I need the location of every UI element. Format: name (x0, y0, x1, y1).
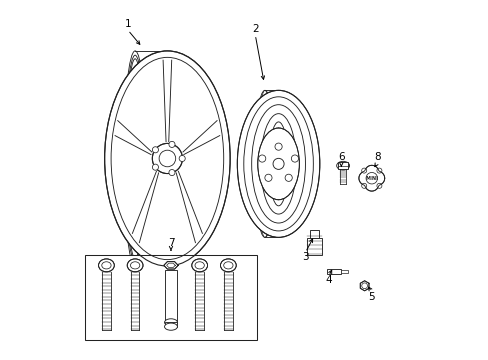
Ellipse shape (179, 156, 185, 162)
Ellipse shape (99, 259, 114, 272)
Bar (340, 270, 347, 273)
Ellipse shape (164, 323, 177, 330)
Polygon shape (163, 262, 178, 269)
Ellipse shape (152, 164, 158, 170)
Ellipse shape (361, 283, 367, 289)
Ellipse shape (376, 183, 381, 188)
FancyBboxPatch shape (337, 162, 347, 169)
Ellipse shape (152, 147, 158, 153)
Ellipse shape (257, 128, 299, 200)
Ellipse shape (264, 174, 271, 181)
Bar (306, 238, 321, 255)
Ellipse shape (336, 161, 349, 170)
Text: 2: 2 (251, 24, 258, 35)
Text: MINI: MINI (365, 176, 378, 181)
Ellipse shape (168, 170, 175, 176)
Text: 7: 7 (167, 238, 174, 248)
Ellipse shape (104, 51, 230, 266)
Text: 1: 1 (124, 19, 131, 29)
Ellipse shape (152, 143, 182, 174)
Text: 4: 4 (325, 275, 331, 285)
Text: 3: 3 (302, 252, 308, 262)
Text: 5: 5 (368, 292, 374, 302)
Bar (309, 230, 318, 238)
Text: 8: 8 (373, 152, 380, 162)
Polygon shape (360, 281, 368, 291)
Ellipse shape (258, 155, 265, 162)
Ellipse shape (274, 143, 282, 150)
Ellipse shape (127, 259, 142, 272)
Bar (164, 270, 177, 322)
Ellipse shape (285, 174, 292, 181)
Text: 6: 6 (337, 152, 344, 162)
Ellipse shape (366, 172, 377, 184)
Bar (164, 321, 177, 327)
Ellipse shape (191, 259, 207, 272)
Ellipse shape (361, 168, 366, 173)
Ellipse shape (237, 90, 319, 237)
Bar (85, 255, 257, 339)
Ellipse shape (361, 183, 366, 188)
Ellipse shape (168, 141, 175, 148)
Ellipse shape (291, 155, 298, 162)
Ellipse shape (376, 168, 381, 173)
Ellipse shape (272, 158, 284, 170)
Bar (326, 269, 340, 274)
Ellipse shape (220, 259, 236, 272)
Polygon shape (358, 165, 384, 191)
Ellipse shape (164, 319, 177, 326)
